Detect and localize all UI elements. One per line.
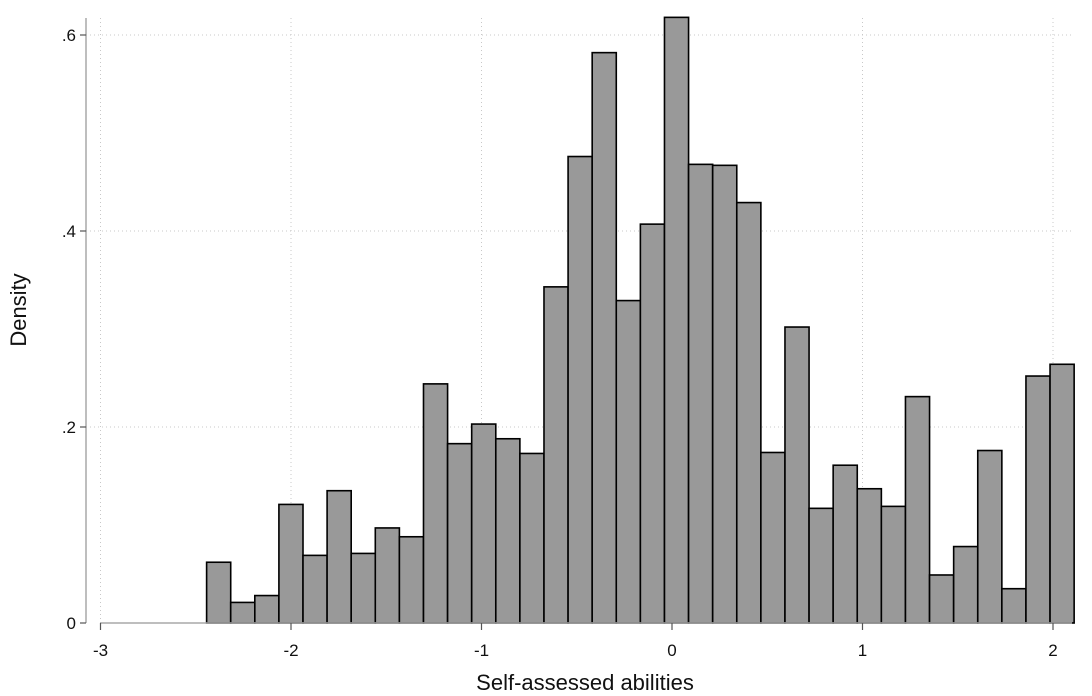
y-tick-label: .4 [62,222,76,241]
histogram-bar [615,299,642,624]
x-tick-label: -2 [283,641,298,660]
histogram-bar [229,601,256,624]
histogram-bar [519,452,545,624]
y-tick-label: .6 [62,26,76,45]
x-tick-label: -3 [93,641,108,660]
histogram-bar [326,489,352,624]
histogram-bar [254,594,280,624]
histogram-bar [1049,363,1075,624]
histogram-bar [470,423,497,624]
x-tick-label: -1 [474,641,489,660]
histogram-bar [856,487,883,624]
histogram-bar [591,51,618,624]
histogram-bar [422,383,449,624]
histogram-bar [928,574,955,624]
tick-labels: 0 .2 .4 .6 -3 -2 -1 0 1 2 [62,26,1058,660]
histogram-bar [784,326,810,624]
histogram-bar [278,503,304,624]
histogram-bar [1025,375,1051,624]
x-axis-title: Self-assessed abilities [476,670,694,695]
histogram-bar [832,464,859,624]
x-tick-label: 1 [858,641,867,660]
tick-marks [80,34,1054,630]
histogram-bar [808,507,834,624]
axes [85,18,1072,624]
histogram-bar [1001,587,1027,624]
histogram-bar [711,164,738,624]
y-tick-label: 0 [67,614,76,633]
x-tick-label: 0 [667,641,676,660]
histogram-bar [687,163,714,624]
y-axis-title: Density [6,273,31,346]
histogram-bar [398,535,425,624]
histogram-bar [735,201,762,624]
histogram-bar [880,505,907,624]
x-tick-label: 2 [1048,641,1057,660]
histogram-bar [374,527,401,624]
histogram-bar [639,223,666,624]
histogram-bar [663,16,690,624]
histogram-bar [760,451,786,624]
histogram-bar [302,554,328,624]
histogram-bars [205,16,1075,624]
histogram-bar [567,155,593,624]
histogram-bar [952,545,979,624]
histogram-bar [205,561,232,624]
histogram-bar [446,442,473,624]
y-tick-label: .2 [62,418,76,437]
histogram-bar [976,449,1003,624]
histogram-bar [904,395,931,624]
histogram-bar [494,437,521,624]
histogram-bar [350,552,377,624]
histogram-bar [543,286,569,624]
